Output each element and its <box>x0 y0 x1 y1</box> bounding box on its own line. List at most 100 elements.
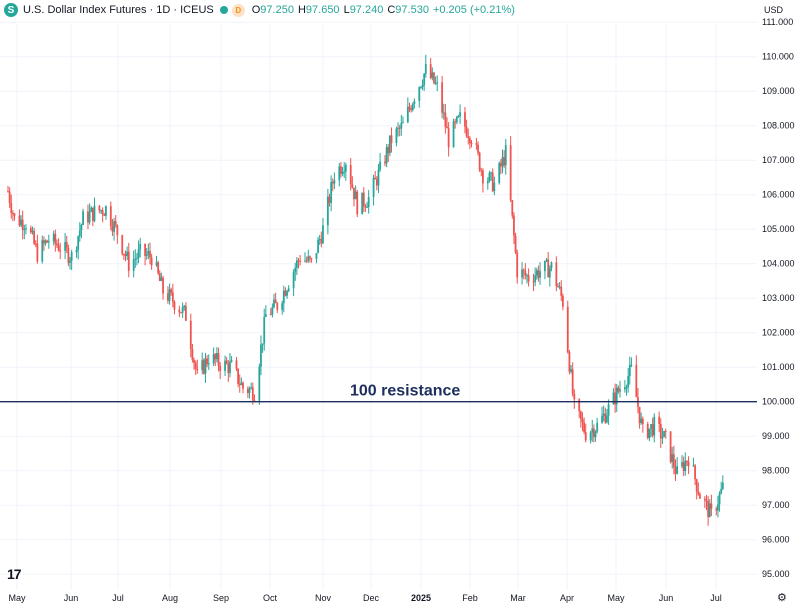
candle-body <box>340 166 342 174</box>
candle <box>708 499 711 518</box>
candle <box>532 273 535 292</box>
candle <box>100 209 102 215</box>
candle <box>273 293 275 309</box>
candle <box>204 352 207 383</box>
candle <box>406 97 409 124</box>
candle <box>468 136 471 150</box>
candle <box>459 104 461 124</box>
candle-body <box>676 466 679 474</box>
candle-body <box>555 262 558 286</box>
candle <box>206 355 209 368</box>
high-value: 97.650 <box>305 4 340 16</box>
candle-body <box>534 275 537 283</box>
candle-body <box>664 431 667 433</box>
candle-body <box>121 235 124 254</box>
candle-body <box>504 145 507 166</box>
candle-body <box>134 258 137 260</box>
candle <box>601 406 603 424</box>
tradingview-logo[interactable]: 17 <box>7 566 22 582</box>
candle-body <box>446 126 448 129</box>
candle <box>167 286 169 304</box>
candle <box>454 118 457 129</box>
candle-body <box>628 364 631 376</box>
symbol-title[interactable]: U.S. Dollar Index Futures · 1D · ICEUS <box>23 4 214 16</box>
candle-body <box>694 465 696 480</box>
candle <box>682 456 685 477</box>
candle <box>214 353 217 367</box>
candle <box>82 208 84 226</box>
time-axis[interactable]: May Jun Jul Aug Sep Oct Nov Dec 2025 Feb Mar Apr May… <box>8 593 721 603</box>
candle <box>493 176 496 196</box>
candle <box>269 308 272 316</box>
candle <box>304 252 306 263</box>
candle-body <box>44 240 47 244</box>
candle <box>663 430 665 438</box>
candle-body <box>90 207 93 212</box>
candle-body <box>189 320 192 350</box>
candle-body <box>682 462 685 471</box>
candle <box>705 494 708 511</box>
x-tick-label: May <box>8 593 26 603</box>
delayed-badge[interactable]: D <box>231 3 245 17</box>
candle <box>436 75 439 92</box>
candle <box>615 383 618 412</box>
candle <box>544 260 546 280</box>
y-tick-label: 106.000 <box>762 190 795 200</box>
candle-body <box>317 239 319 254</box>
candle <box>201 352 204 375</box>
candle-body <box>341 171 344 174</box>
candle <box>150 253 153 270</box>
candle-body <box>111 226 114 232</box>
candle-body <box>375 179 378 186</box>
currency-label[interactable]: USD <box>764 5 784 15</box>
candle <box>379 153 381 172</box>
candle-body <box>124 254 127 256</box>
candle-body <box>315 253 318 259</box>
candle-body <box>491 172 494 192</box>
candle-body <box>708 503 711 518</box>
candle <box>281 300 284 315</box>
candle-body <box>385 147 388 164</box>
candle <box>67 244 70 267</box>
price-axis[interactable]: 111.000 110.000 109.000 108.000 107.000 106.0… <box>762 17 795 579</box>
candle <box>87 204 89 230</box>
candle <box>326 188 329 235</box>
candle-body <box>459 112 461 117</box>
low-value: 97.240 <box>349 4 384 16</box>
candle-body <box>584 432 587 441</box>
candle-body <box>457 116 460 118</box>
candle <box>341 166 344 177</box>
candle <box>650 423 652 438</box>
candle-body <box>351 184 354 188</box>
high-label: H <box>297 4 306 16</box>
candle <box>215 347 218 363</box>
candle-body <box>583 422 585 433</box>
candle <box>375 176 378 191</box>
candle <box>331 178 334 192</box>
candle-body <box>695 479 698 492</box>
settings-gear-icon[interactable]: ⚙ <box>777 592 787 604</box>
candle-body <box>237 368 240 384</box>
candle-body <box>43 240 45 244</box>
candle-body <box>522 269 525 271</box>
candle <box>261 343 264 353</box>
candle-body <box>537 270 540 278</box>
candle <box>697 482 700 496</box>
candle-body <box>601 415 603 423</box>
candle <box>284 287 287 297</box>
candle <box>486 177 489 190</box>
candle-body <box>170 289 173 293</box>
candle-body <box>717 504 719 511</box>
candle-body <box>558 286 561 288</box>
low-label: L <box>343 4 350 16</box>
candle <box>589 430 592 444</box>
candle-body <box>320 239 323 244</box>
candle-body <box>307 256 310 261</box>
candle <box>297 258 300 269</box>
candle-body <box>607 404 610 416</box>
candle <box>69 256 71 270</box>
candle <box>488 170 491 183</box>
candle <box>703 496 706 509</box>
candle <box>224 355 226 376</box>
